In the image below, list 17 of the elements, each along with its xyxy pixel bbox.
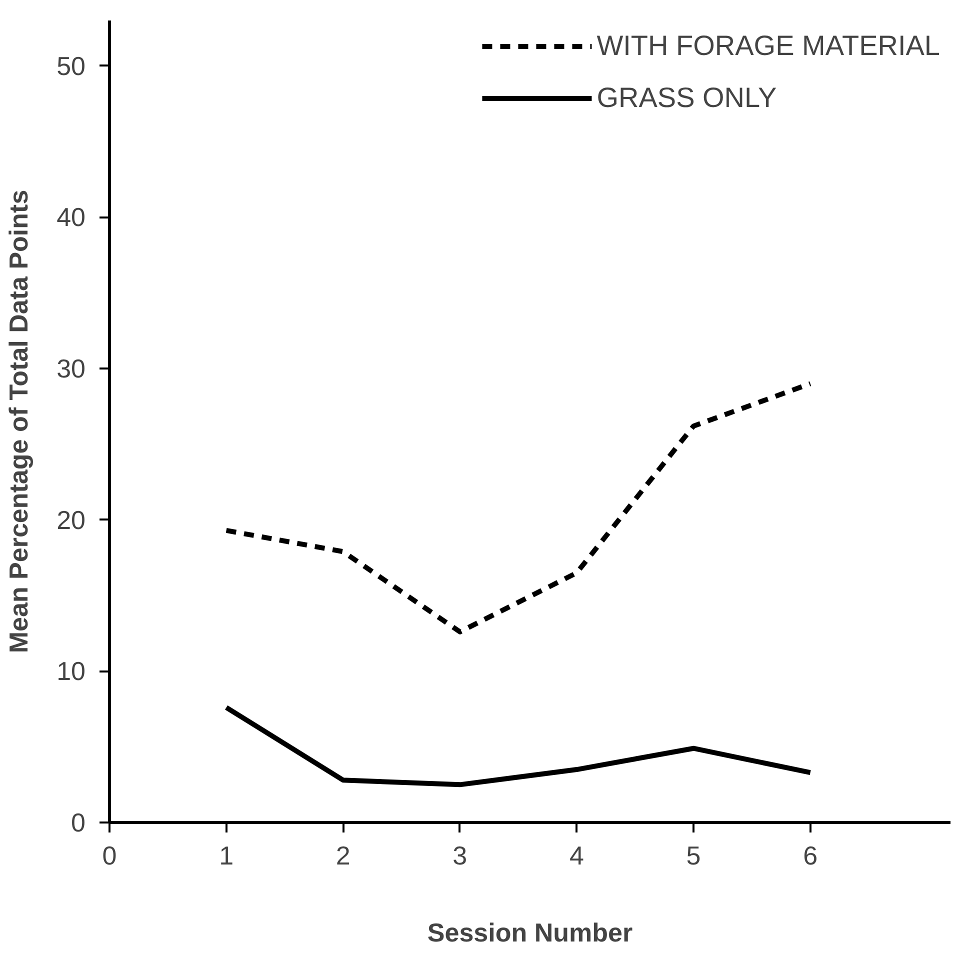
- y-axis-title: Mean Percentage of Total Data Points: [4, 190, 34, 654]
- y-tick-label: 30: [56, 354, 86, 384]
- legend-label: WITH FORAGE MATERIAL: [596, 30, 940, 62]
- x-axis-title: Session Number: [427, 918, 633, 948]
- x-tick-label: 3: [452, 840, 468, 870]
- x-tick-label: 4: [569, 840, 584, 870]
- y-tick-label: 40: [56, 202, 86, 232]
- x-tick-label: 5: [686, 840, 701, 870]
- y-tick-label: 20: [56, 504, 86, 535]
- legend-label: GRASS ONLY: [596, 82, 777, 114]
- x-tick-label: 1: [219, 840, 234, 870]
- y-tick-label: 50: [56, 50, 86, 81]
- x-tick-label: 0: [102, 840, 117, 870]
- y-tick-label: 10: [56, 656, 86, 686]
- x-tick-label: 2: [336, 840, 350, 870]
- x-tick-label: 6: [803, 840, 818, 870]
- y-tick-label: 0: [71, 808, 86, 838]
